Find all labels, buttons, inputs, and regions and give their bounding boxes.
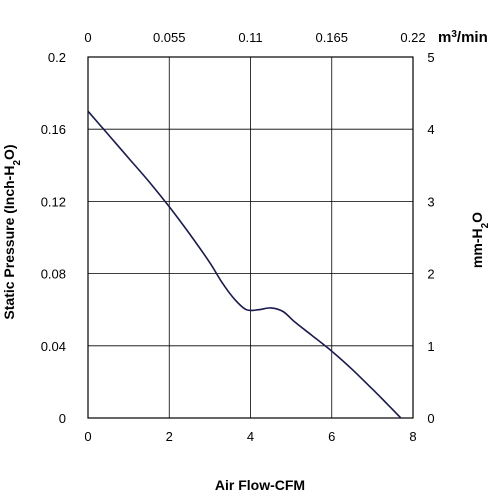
left-tick-labels: 0 0.04 0.08 0.12 0.16 0.2 [41,50,66,426]
x2-tick-label: 0.055 [153,30,186,45]
right-tick-labels: 0 1 2 3 4 5 [427,50,434,426]
y2-axis-title-sub: 2 [480,222,491,228]
y2-axis-title-end: O [469,212,485,223]
x2-tick-label: 0.11 [238,30,262,45]
y2-tick-label: 0 [427,411,434,426]
x2-axis-title-end: /min [457,29,488,46]
y-tick-label: 0.08 [41,267,66,282]
y2-tick-label: 3 [427,194,434,209]
y-axis-title-end: O) [1,144,17,160]
x-tick-label: 0 [84,429,91,444]
y-axis-title-main: Static Pressure (Inch-H [1,166,17,320]
y2-tick-label: 4 [427,122,434,137]
y2-tick-label: 5 [427,50,434,65]
y2-axis-title-main: mm-H [469,228,485,268]
y-tick-label: 0.04 [41,339,66,354]
x-tick-label: 2 [166,429,173,444]
bottom-tick-labels: 0 2 4 6 8 [84,429,416,444]
grid-lines [88,57,413,418]
y2-axis-title: mm-H2O [469,212,491,268]
y-tick-label: 0.2 [48,50,66,65]
x2-tick-label: 0.165 [315,30,348,45]
x-tick-label: 8 [409,429,416,444]
x-tick-label: 6 [328,429,335,444]
y-tick-label: 0.12 [41,194,66,209]
x2-axis-title-sup: 3 [451,29,457,40]
x2-axis-title: m3/min [438,29,488,47]
y-tick-label: 0 [59,411,66,426]
top-tick-labels: 0 0.055 0.11 0.165 0.22 [84,30,425,45]
x-tick-label: 4 [247,429,254,444]
x-axis-title: Air Flow-CFM [215,477,305,493]
plot-frame [87,56,414,419]
y2-tick-label: 2 [427,267,434,282]
y-tick-label: 0.16 [41,122,66,137]
y2-tick-label: 1 [427,339,434,354]
x2-tick-label: 0.22 [400,30,425,45]
y-axis-title-sub: 2 [12,160,23,166]
y-axis-title: Static Pressure (Inch-H2O) [1,144,23,319]
x2-axis-title-main: m [438,29,451,46]
x2-tick-label: 0 [84,30,91,45]
series-line [87,110,402,419]
